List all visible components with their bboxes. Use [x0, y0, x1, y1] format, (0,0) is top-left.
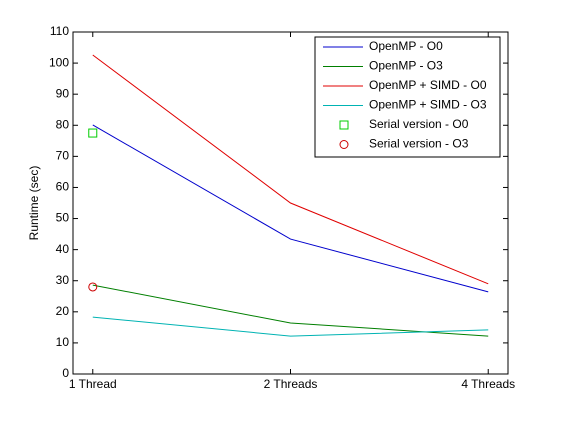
marker — [339, 140, 349, 149]
series-line — [92, 54, 489, 285]
legend-label: OpenMP - O3 — [369, 59, 443, 73]
y-tick-label: 0 — [62, 366, 69, 380]
y-tick-label: 60 — [56, 180, 70, 194]
y-tick-label: 50 — [56, 211, 70, 225]
y-tick-label: 30 — [56, 273, 70, 287]
y-tick-label: 10 — [56, 335, 70, 349]
y-tick-label: 40 — [56, 242, 70, 256]
x-tick-label: 1 Thread — [69, 377, 117, 391]
legend-label: Serial version - O0 — [369, 117, 469, 131]
legend-label: OpenMP + SIMD - O3 — [369, 98, 487, 112]
legend-label: OpenMP + SIMD - O0 — [369, 78, 487, 92]
legend-label: Serial version - O3 — [369, 137, 469, 151]
y-tick-label: 80 — [56, 117, 70, 131]
y-tick-label: 100 — [49, 55, 69, 69]
y-axis-label: Runtime (sec) — [27, 166, 41, 241]
x-tick-label: 2 Threads — [264, 377, 318, 391]
y-tick-label: 90 — [56, 86, 70, 100]
marker — [88, 282, 98, 292]
marker — [88, 128, 98, 138]
y-tick-label: 110 — [50, 24, 69, 38]
series-line — [92, 124, 489, 293]
legend-label: OpenMP - O0 — [369, 39, 443, 53]
y-tick-label: 20 — [56, 304, 70, 318]
legend-box — [314, 36, 501, 158]
y-tick-label: 70 — [56, 149, 70, 163]
marker — [339, 120, 349, 130]
x-tick-label: 4 Threads — [461, 377, 515, 391]
series-line — [92, 316, 489, 337]
